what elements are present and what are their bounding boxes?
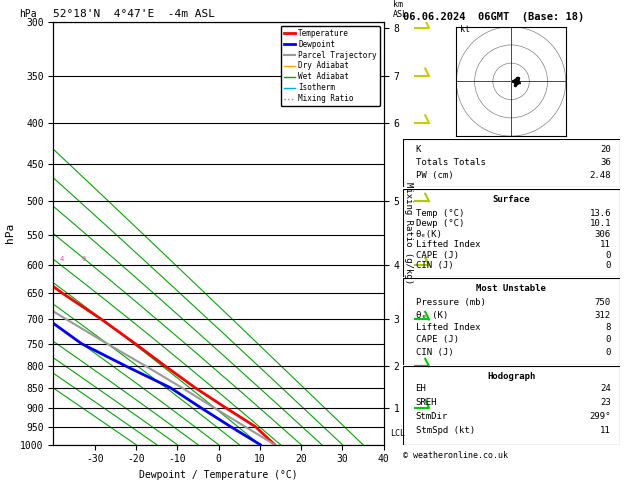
Text: Pressure (mb): Pressure (mb) xyxy=(416,298,486,307)
Text: SREH: SREH xyxy=(416,399,437,407)
Text: km
ASL: km ASL xyxy=(393,0,408,19)
Text: 0: 0 xyxy=(606,348,611,357)
Text: hPa: hPa xyxy=(19,9,36,19)
Text: CAPE (J): CAPE (J) xyxy=(416,251,459,260)
Text: StmSpd (kt): StmSpd (kt) xyxy=(416,426,475,435)
Text: PW (cm): PW (cm) xyxy=(416,171,454,180)
Text: Temp (°C): Temp (°C) xyxy=(416,209,464,218)
Text: EH: EH xyxy=(416,384,426,394)
Text: 36: 36 xyxy=(600,158,611,167)
Text: 11: 11 xyxy=(600,426,611,435)
Text: 24: 24 xyxy=(600,384,611,394)
Text: 750: 750 xyxy=(595,298,611,307)
Text: CIN (J): CIN (J) xyxy=(416,261,454,270)
Text: CAPE (J): CAPE (J) xyxy=(416,335,459,345)
Text: Totals Totals: Totals Totals xyxy=(416,158,486,167)
Text: 6: 6 xyxy=(82,257,86,262)
Text: Lifted Index: Lifted Index xyxy=(416,240,480,249)
Text: 52°18'N  4°47'E  -4m ASL: 52°18'N 4°47'E -4m ASL xyxy=(53,9,216,19)
Text: 312: 312 xyxy=(595,311,611,319)
Text: Lifted Index: Lifted Index xyxy=(416,323,480,332)
Y-axis label: Mixing Ratio (g/kg): Mixing Ratio (g/kg) xyxy=(404,182,413,284)
Text: 06.06.2024  06GMT  (Base: 18): 06.06.2024 06GMT (Base: 18) xyxy=(403,12,584,22)
Text: K: K xyxy=(416,145,421,154)
Text: 2.48: 2.48 xyxy=(589,171,611,180)
Text: 10.1: 10.1 xyxy=(589,219,611,228)
Text: Hodograph: Hodograph xyxy=(487,372,535,381)
Text: θₑ(K): θₑ(K) xyxy=(416,230,442,239)
Text: 11: 11 xyxy=(600,240,611,249)
Text: 0: 0 xyxy=(606,335,611,345)
Text: Surface: Surface xyxy=(493,195,530,204)
Text: 8: 8 xyxy=(606,323,611,332)
Text: 20: 20 xyxy=(600,145,611,154)
Text: 23: 23 xyxy=(600,399,611,407)
Text: Most Unstable: Most Unstable xyxy=(476,284,546,293)
Text: 306: 306 xyxy=(595,230,611,239)
Text: Dewp (°C): Dewp (°C) xyxy=(416,219,464,228)
Text: 0: 0 xyxy=(606,251,611,260)
Y-axis label: hPa: hPa xyxy=(4,223,14,243)
Text: © weatheronline.co.uk: © weatheronline.co.uk xyxy=(403,451,508,460)
Legend: Temperature, Dewpoint, Parcel Trajectory, Dry Adiabat, Wet Adiabat, Isotherm, Mi: Temperature, Dewpoint, Parcel Trajectory… xyxy=(281,26,380,106)
Text: 299°: 299° xyxy=(589,412,611,421)
Text: kt: kt xyxy=(460,25,470,34)
Text: 13.6: 13.6 xyxy=(589,209,611,218)
Text: CIN (J): CIN (J) xyxy=(416,348,454,357)
Text: θₑ (K): θₑ (K) xyxy=(416,311,448,319)
Text: 4: 4 xyxy=(59,257,64,262)
Text: StmDir: StmDir xyxy=(416,412,448,421)
Text: LCL: LCL xyxy=(390,430,405,438)
X-axis label: Dewpoint / Temperature (°C): Dewpoint / Temperature (°C) xyxy=(139,470,298,480)
Text: 0: 0 xyxy=(606,261,611,270)
